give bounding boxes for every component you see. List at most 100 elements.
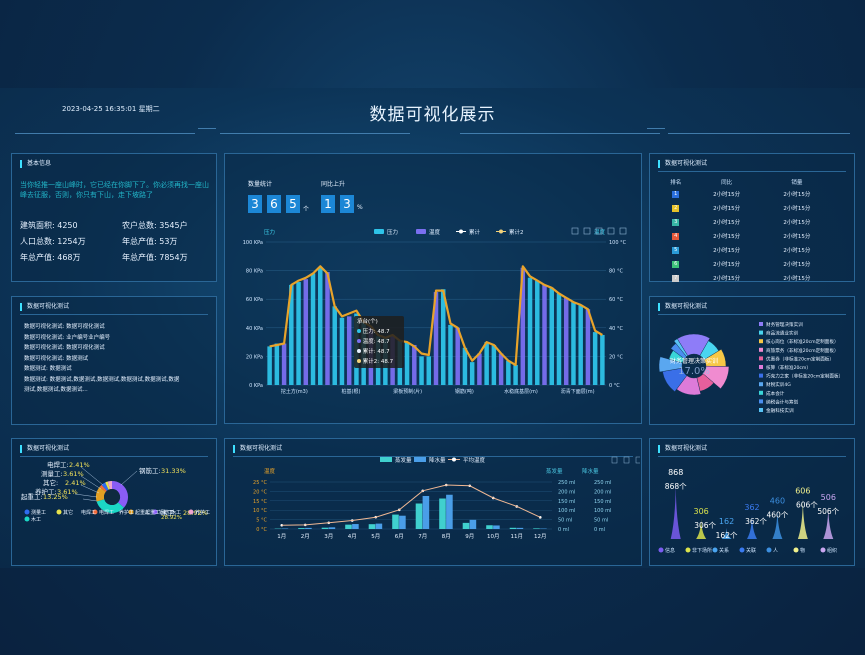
bar xyxy=(440,289,446,385)
spike-mark xyxy=(670,479,681,539)
legend-swatch xyxy=(414,457,426,462)
pie-slice xyxy=(673,338,689,357)
workers-donut-chart: 电焊工: 2.41%测量工: 3.61%其它: 2.41%养护工: 3.61%起重工: 1… xyxy=(21,460,210,523)
spike-mark xyxy=(823,504,834,539)
header-line-right3 xyxy=(668,133,850,134)
rank-cell: 6 xyxy=(660,257,692,271)
spike-label: 162个 xyxy=(716,531,738,540)
bar xyxy=(345,524,352,529)
header-line-right xyxy=(460,133,660,134)
legend-label: 测量工 xyxy=(31,509,46,516)
legend-label: 组织 xyxy=(827,547,837,554)
spike-value: 460 xyxy=(770,496,785,505)
y-tick-label: 0 KPa xyxy=(249,383,263,389)
bar xyxy=(305,527,312,529)
spike-value: 306 xyxy=(694,507,709,516)
x-tick-label: 7月 xyxy=(418,533,427,540)
spike-value: 868 xyxy=(668,468,683,477)
x-tick-label: 3月 xyxy=(324,533,333,540)
legend-label: 商品流通业实训 xyxy=(766,330,799,337)
y-tick-label: 200 ml xyxy=(594,489,611,495)
bar xyxy=(318,267,323,385)
panel-title: 数据可视化测试 xyxy=(20,445,69,453)
panel-divider xyxy=(20,314,208,315)
legend-label: 财税实训4G xyxy=(766,381,791,388)
spike-mark xyxy=(747,514,757,539)
bar xyxy=(469,362,475,385)
legend-swatch xyxy=(712,547,718,553)
table-cell: 2小时15分 xyxy=(713,206,741,212)
bar xyxy=(298,528,305,529)
legend-label: 蒸发量 xyxy=(395,456,412,464)
legend-label: 商旅票务（非标准20cm定制面板） xyxy=(766,347,839,354)
callout-value: 2.41% xyxy=(65,479,86,487)
y-tick-label: 10 °C xyxy=(253,508,267,514)
toolbox-icon xyxy=(595,227,603,235)
bar xyxy=(585,309,591,385)
rank-badge: 1 xyxy=(672,190,680,198)
bar xyxy=(296,282,301,385)
column-header: 排名 xyxy=(670,179,682,186)
x-tick-label: 沥青下面层(m) xyxy=(561,388,595,395)
donut-slice xyxy=(105,481,110,490)
bar xyxy=(399,515,406,529)
table-row: 5 2小时15分 2小时15分 xyxy=(660,243,832,257)
stat-label: 年总产值: xyxy=(122,237,157,246)
y-tick-label: 200 ml xyxy=(558,489,575,495)
stat-value: 53万 xyxy=(159,237,178,246)
donut-slice xyxy=(99,484,107,492)
header-line-left xyxy=(15,133,195,134)
callout-value: 28.92% xyxy=(161,515,182,521)
table-cell: 2小时15分 xyxy=(783,234,811,240)
y-axis-title: 降水量 xyxy=(582,467,599,475)
count-digit: 5 xyxy=(286,195,300,213)
bar xyxy=(321,527,329,529)
table-header-row: 排名 同比 销量 xyxy=(660,176,832,187)
y-tick-label: 60 °C xyxy=(609,297,623,303)
line-point xyxy=(280,523,284,527)
legend-label: 纳税会计与筹划 xyxy=(766,398,799,405)
panel-title: 基本信息 xyxy=(20,160,51,168)
y-tick-label: 20 °C xyxy=(253,489,267,495)
stat-value: 3545户 xyxy=(159,221,188,230)
y-tick-label: 20 KPa xyxy=(246,354,263,360)
legend-swatch xyxy=(759,399,763,404)
legend-label: 巧克力之家（非标准20cm定制面板） xyxy=(766,373,843,380)
pressure-chart: 压力 温度 累计 累计2 压力 温度 0 KPa 0 °C 20 KPa 20 °C 40 KPa 4… xyxy=(243,227,627,395)
rise-digit: 3 xyxy=(340,195,354,213)
bar xyxy=(267,346,272,385)
callout-value: 3.61% xyxy=(57,488,78,496)
pie-slice xyxy=(676,333,711,357)
bar xyxy=(556,293,562,385)
callout-name: 测量工: xyxy=(41,470,63,478)
y-axis-title: 温度 xyxy=(264,467,276,475)
x-tick-label: 10月 xyxy=(487,533,500,540)
header-line-left2 xyxy=(198,128,216,129)
table-cell: 2小时15分 xyxy=(783,206,811,212)
table-row: 3 2小时15分 2小时15分 xyxy=(660,215,832,229)
panel-title: 数据可视化测试 xyxy=(658,160,707,168)
donut-slice xyxy=(101,482,109,491)
bar xyxy=(509,527,517,529)
list-item: 数据可视化测试: 数据可视化测试 xyxy=(24,324,105,330)
legend-swatch xyxy=(374,229,384,234)
table-cell: 2小时15分 xyxy=(783,220,811,226)
legend-swatch xyxy=(416,229,426,234)
legend-swatch xyxy=(658,547,664,553)
info-quote: 当你轻推一座山峰时，它已经在你脚下了。你必须再找一座山峰去征服，否则，你只有下山… xyxy=(20,181,209,199)
panel-title: 数据可视化测试 xyxy=(658,303,707,311)
rank-cell: 4 xyxy=(660,229,692,243)
x-tick-label: 12月 xyxy=(534,533,547,540)
bar xyxy=(415,503,423,529)
legend-label: 物 xyxy=(800,547,805,554)
y-tick-label: 250 ml xyxy=(594,480,611,486)
spike-label: 606个 xyxy=(796,500,818,509)
rise-unit: % xyxy=(357,204,363,211)
legend-label: 关系 xyxy=(719,547,729,554)
bar xyxy=(310,273,316,385)
bar xyxy=(433,292,439,385)
pie-center-label: 财务管理决策实训 xyxy=(670,357,718,365)
bar xyxy=(339,317,345,385)
bar xyxy=(516,527,524,529)
rank-badge: 4 xyxy=(672,232,680,240)
